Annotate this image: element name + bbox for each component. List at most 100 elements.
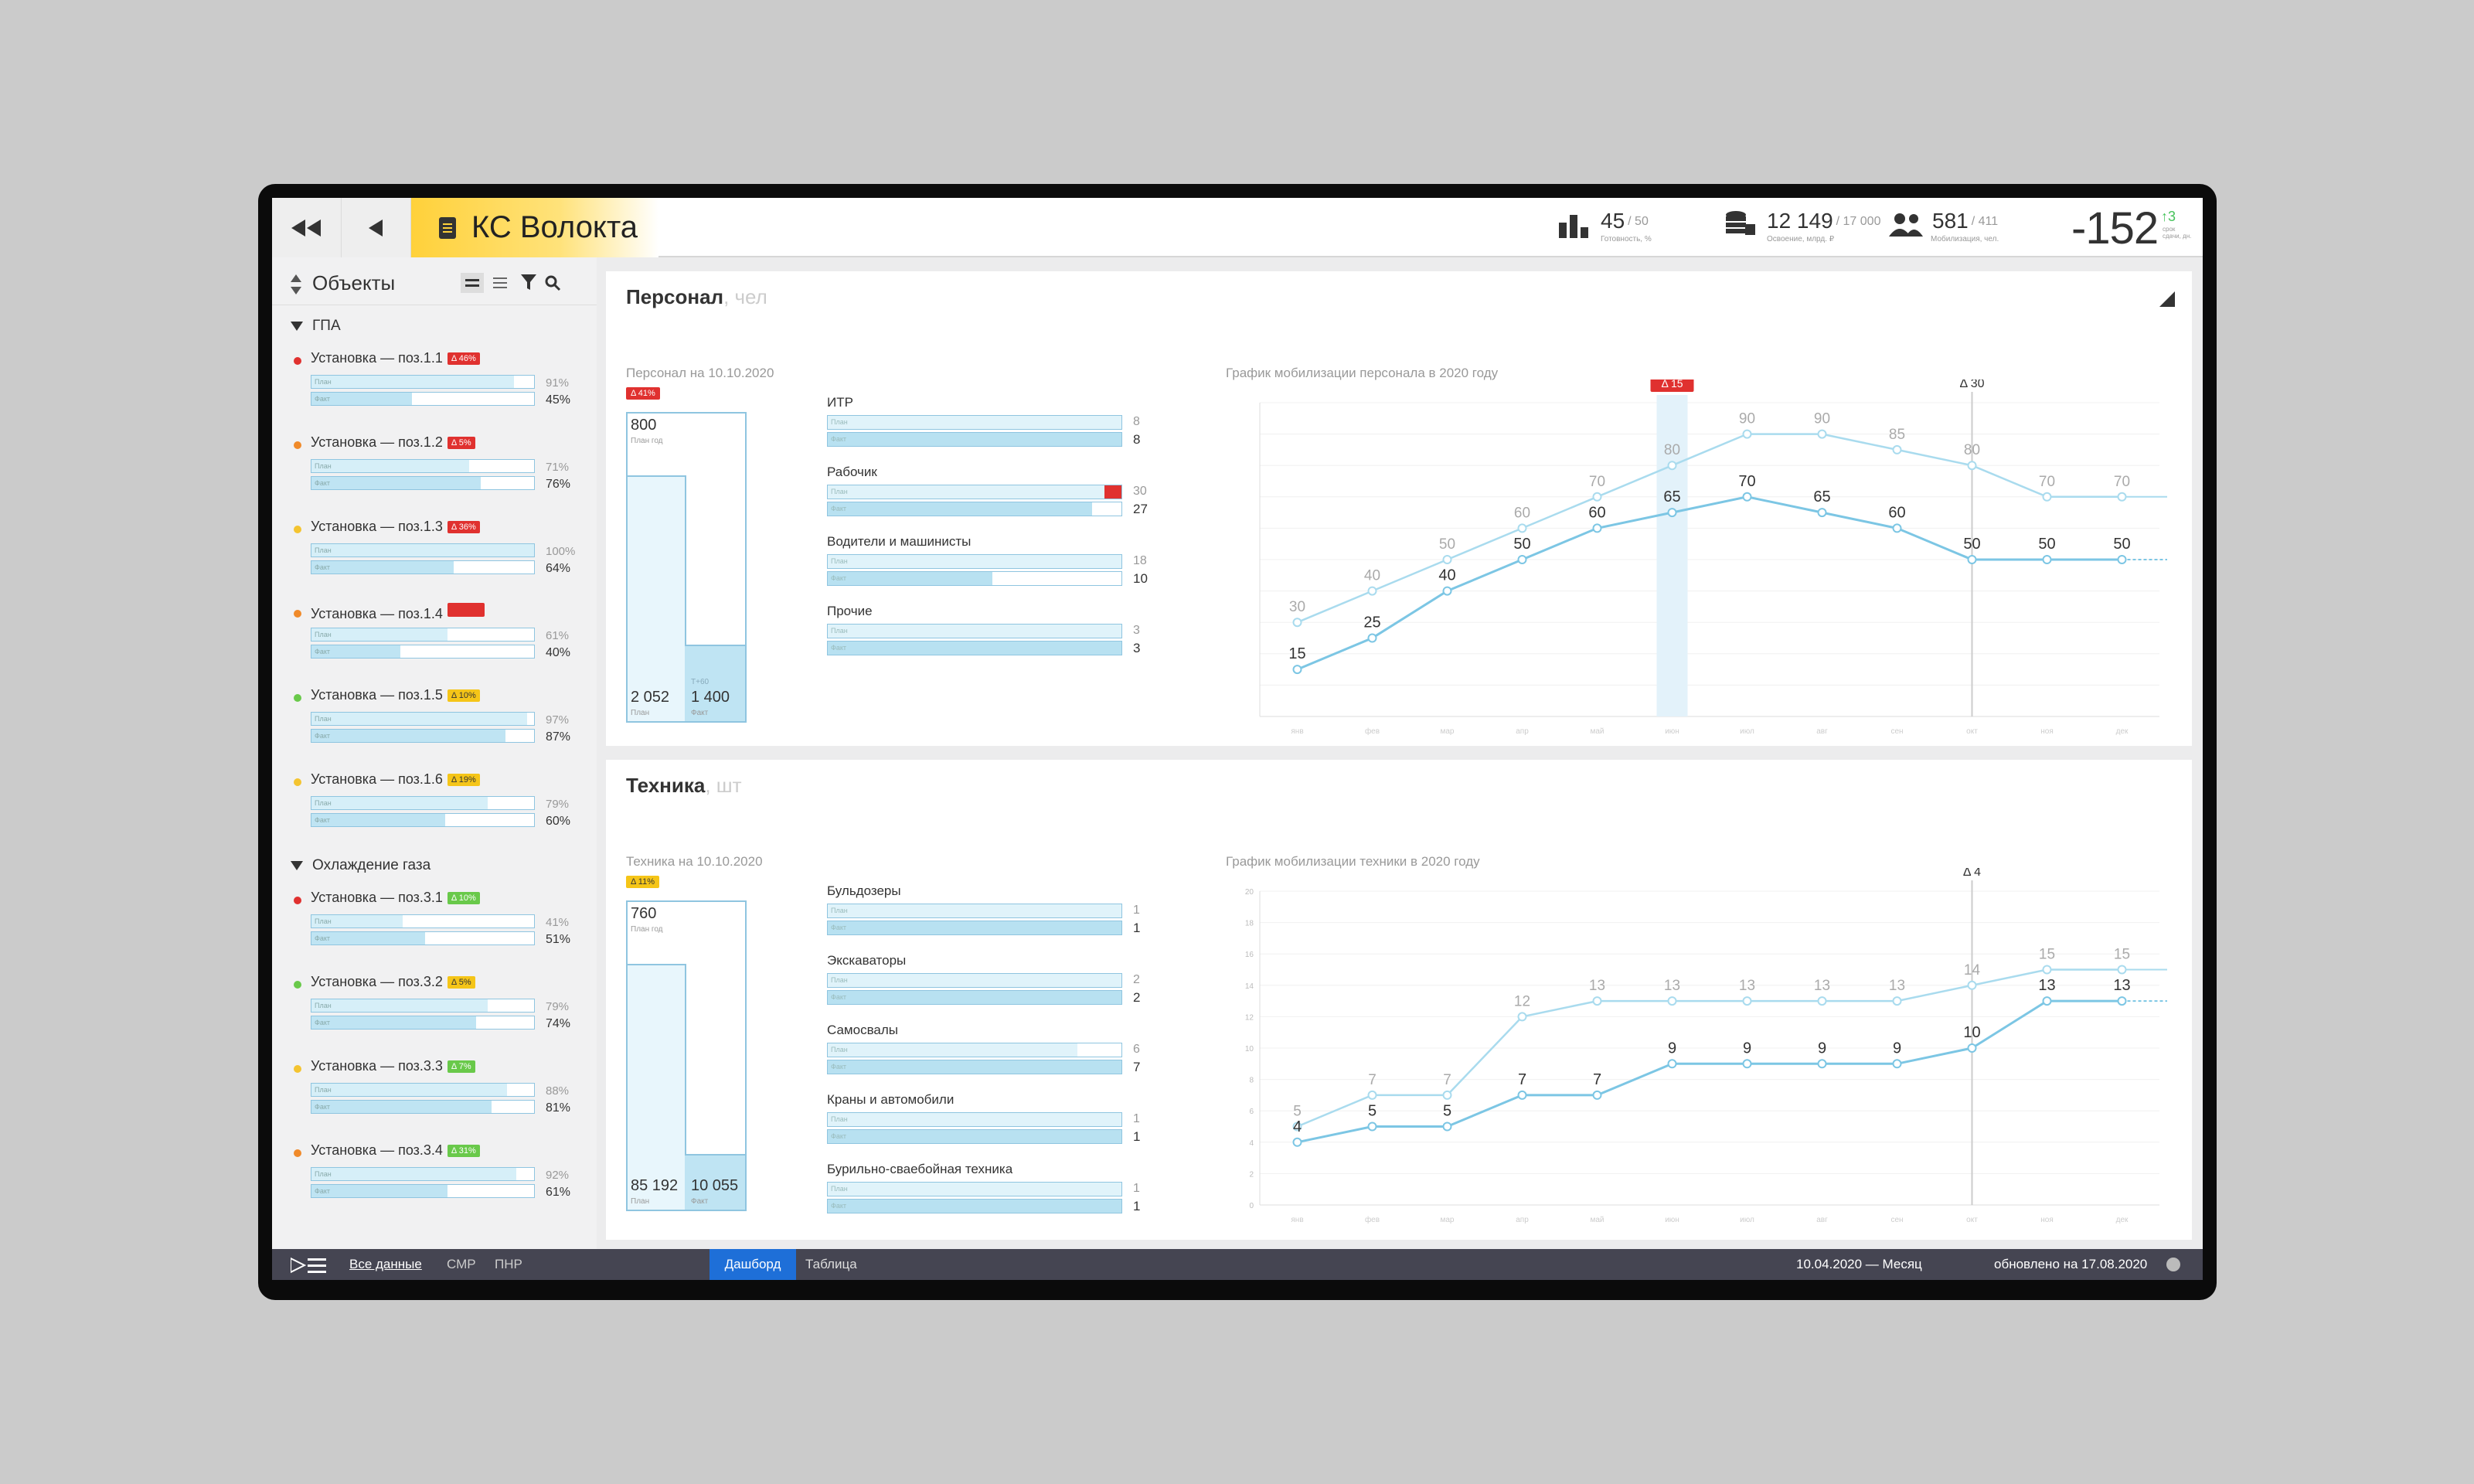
status-dot <box>294 1065 301 1073</box>
data-point <box>1967 461 1977 471</box>
plan-percent: 92% <box>546 1169 570 1182</box>
x-tick-label: янв <box>1291 1216 1303 1224</box>
data-point <box>1517 1090 1527 1100</box>
object-item[interactable]: Установка — поз.3.4 Δ 31% План Факт 92% 61% <box>294 1141 580 1218</box>
delta-badge: Δ 10% <box>447 892 480 904</box>
tech-plan-column <box>628 963 686 1210</box>
data-point <box>1292 1122 1302 1132</box>
data-point <box>1817 1059 1827 1069</box>
data-label: 15 <box>2114 947 2130 963</box>
fact-percent: 74% <box>546 1017 571 1030</box>
highlight-column <box>1656 395 1688 716</box>
object-item[interactable]: Установка — поз.1.1 Δ 46% План Факт 91% 45% <box>294 349 580 426</box>
data-point <box>1892 1059 1902 1069</box>
category-fact-value: 2 <box>1133 990 1141 1005</box>
data-point <box>1292 1137 1302 1147</box>
category-plan-bar: План <box>827 1043 1122 1057</box>
category-name: ИТР <box>827 395 853 410</box>
y-tick-label: 14 <box>1245 982 1254 991</box>
group-header[interactable]: ГПА <box>291 318 341 335</box>
fact-bar: Факт <box>311 1100 535 1114</box>
back-button[interactable] <box>342 198 411 257</box>
filter-icon[interactable] <box>521 274 536 290</box>
logo-icon <box>291 1257 326 1274</box>
data-point <box>2042 996 2052 1006</box>
page-title: КС Волокта <box>471 210 638 244</box>
category-plan-bar: План <box>827 904 1122 918</box>
category-fact-bar: Факт <box>827 1199 1122 1213</box>
y-tick-label: 20 <box>1245 888 1254 897</box>
delta-badge: Δ 36% <box>447 521 480 533</box>
x-tick-label: дек <box>2116 1216 2129 1224</box>
x-tick-label: сен <box>1890 1216 1903 1224</box>
data-label: 4 <box>1293 1118 1302 1135</box>
plan-percent: 71% <box>546 461 570 474</box>
object-title: КС Волокта <box>411 198 658 257</box>
status-dot <box>294 441 301 449</box>
data-point <box>1967 980 1977 990</box>
fact-percent: 60% <box>546 815 571 828</box>
tech-title: Техника, шт <box>626 774 742 797</box>
delta-badge: Δ 46% <box>447 352 480 365</box>
category-plan-bar: План <box>827 485 1122 499</box>
x-tick-label: апр <box>1516 1216 1529 1224</box>
data-point <box>1592 492 1602 502</box>
object-item[interactable]: Установка — поз.1.2 Δ 5% План Факт 71% 76% <box>294 433 580 510</box>
object-item[interactable]: Установка — поз.1.5 Δ 10% План Факт 97% 87% <box>294 686 580 763</box>
data-label: 60 <box>1888 504 1905 521</box>
objects-sidebar: Объекты ГПА Установка — поз.1.1 Δ 46% План Ф… <box>272 257 597 1249</box>
deficit-marker <box>1104 485 1121 499</box>
category-plan-bar: План <box>827 1112 1122 1127</box>
category-fact-value: 1 <box>1133 1199 1141 1213</box>
data-label: 40 <box>1364 568 1380 584</box>
data-point <box>1367 586 1377 596</box>
category-name: Самосвалы <box>827 1023 898 1037</box>
filter-all-data[interactable]: Все данные <box>349 1257 422 1271</box>
period-selector[interactable]: 10.04.2020 — Месяц <box>1796 1257 1922 1271</box>
object-name: Установка — поз.3.2 Δ 5% <box>311 974 475 990</box>
bar-chart-icon <box>1559 215 1588 238</box>
category-plan-value: 8 <box>1133 415 1140 428</box>
filter-pnr[interactable]: ПНР <box>495 1257 522 1271</box>
x-tick-label: июл <box>1740 727 1754 736</box>
personnel-title: Персонал, чел <box>626 285 767 308</box>
object-name: Установка — поз.1.5 Δ 10% <box>311 687 480 703</box>
group-header[interactable]: Охлаждение газа <box>291 857 430 874</box>
fact-percent: 51% <box>546 933 571 946</box>
data-label: 60 <box>1514 505 1530 521</box>
personnel-chart-title: График мобилизации персонала в 2020 году <box>1226 366 1499 380</box>
object-name: Установка — поз.1.6 Δ 19% <box>311 771 480 788</box>
object-item[interactable]: Установка — поз.1.3 Δ 36% План Факт 100% 64% <box>294 517 580 594</box>
plan-bar: План <box>311 999 535 1013</box>
object-item[interactable]: Установка — поз.1.4 План Факт 61% 40% <box>294 601 580 679</box>
info-icon[interactable] <box>2166 1257 2181 1272</box>
compact-view-icon[interactable] <box>461 273 484 293</box>
object-item[interactable]: Установка — поз.3.2 Δ 5% План Факт 79% 74% <box>294 972 580 1050</box>
object-item[interactable]: Установка — поз.3.1 Δ 10% План Факт 41% 51% <box>294 888 580 965</box>
list-view-icon[interactable] <box>488 273 512 293</box>
search-icon[interactable] <box>544 274 561 291</box>
category-plan-value: 6 <box>1133 1043 1140 1056</box>
object-item[interactable]: Установка — поз.1.6 Δ 19% План Факт 79% 60% <box>294 770 580 847</box>
x-tick-label: июл <box>1740 1216 1754 1224</box>
back-to-start-button[interactable] <box>272 198 342 257</box>
category-plan-value: 3 <box>1133 624 1140 637</box>
tab-dashboard[interactable]: Дашборд <box>710 1249 796 1280</box>
expand-corner-icon[interactable] <box>2159 291 2175 307</box>
data-label: 90 <box>1739 411 1755 427</box>
data-point <box>1817 429 1827 439</box>
tab-table[interactable]: Таблица <box>805 1257 857 1271</box>
fact-percent: 87% <box>546 730 571 744</box>
category-fact-value: 27 <box>1133 502 1148 516</box>
data-label: 30 <box>1289 599 1305 615</box>
data-label: 13 <box>1739 978 1755 994</box>
sort-icon[interactable] <box>291 274 301 294</box>
data-point <box>1967 555 1977 564</box>
data-point <box>1442 586 1452 596</box>
data-label: 15 <box>1288 645 1305 662</box>
chevron-left-icon <box>368 219 383 237</box>
category-row: ИТР План Факт 8 8 <box>827 395 1152 447</box>
data-label: 50 <box>1513 536 1530 553</box>
object-item[interactable]: Установка — поз.3.3 Δ 7% План Факт 88% 81% <box>294 1057 580 1134</box>
filter-smr[interactable]: СМР <box>447 1257 476 1271</box>
